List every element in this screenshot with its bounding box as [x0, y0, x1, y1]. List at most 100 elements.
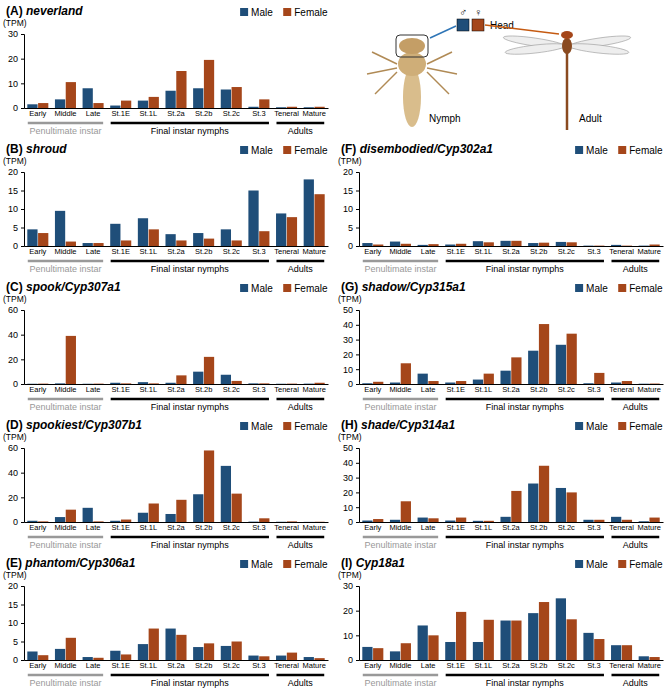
tick-label: St.2b — [530, 661, 548, 670]
tick: St.2c — [223, 660, 240, 670]
tick-label: St.1L — [140, 385, 158, 394]
bar — [528, 613, 538, 660]
tick: Teneral — [609, 384, 634, 394]
bar — [55, 99, 65, 108]
male-symbol: ♂ — [459, 6, 467, 18]
axis-line — [21, 311, 25, 385]
bar — [204, 357, 214, 384]
bar — [362, 243, 372, 246]
tick-label: 10 — [343, 503, 353, 513]
bar — [149, 383, 159, 384]
bar — [287, 107, 297, 108]
bar — [149, 229, 159, 246]
bar — [428, 244, 438, 246]
tick: Late — [86, 660, 101, 670]
tick-label: St.2a — [502, 523, 520, 532]
nymph-label: Nymph — [429, 113, 461, 124]
bar — [193, 494, 203, 522]
tick-label: St.1L — [475, 247, 493, 256]
nymph-thorax — [398, 52, 426, 76]
bar — [259, 383, 269, 384]
legend: MaleFemale — [575, 145, 663, 156]
tick: 5 — [13, 637, 24, 647]
tick-mark — [356, 228, 359, 229]
tick-label: 20 — [343, 167, 353, 177]
group-label: Adults — [288, 126, 314, 136]
bar — [622, 245, 632, 246]
legend-swatch — [575, 560, 583, 568]
tick: St.2a — [502, 384, 520, 394]
bar — [639, 656, 649, 660]
group-label: Final instar nymphs — [486, 678, 565, 688]
bar — [66, 638, 76, 660]
group-label: Penultimate instar — [29, 264, 101, 274]
bar — [93, 243, 103, 246]
x-axis: EarlyMiddleLateSt.1ESt.1LSt.2aSt.2bSt.2c… — [25, 108, 329, 118]
bar — [484, 521, 494, 522]
bar — [528, 243, 538, 246]
bar — [456, 612, 466, 660]
tick-mark — [356, 369, 359, 370]
tick: Early — [29, 384, 46, 394]
tick: 5 — [348, 223, 359, 233]
bar — [248, 383, 258, 384]
bar — [193, 647, 203, 660]
tick-label: Late — [421, 385, 436, 394]
bar — [55, 517, 65, 522]
tick: St.1E — [447, 522, 465, 532]
bar — [110, 651, 120, 660]
figure: (A) neverland(TPM)MaleFemale0102030Early… — [0, 0, 669, 696]
tick: 40 — [343, 320, 359, 330]
tick-label: Teneral — [274, 247, 299, 256]
bar — [539, 243, 549, 246]
bar — [27, 229, 37, 246]
tick: St.2a — [502, 522, 520, 532]
tick-mark — [356, 507, 359, 508]
bar — [27, 521, 37, 522]
tick: 10 — [8, 79, 24, 89]
tick-label: Early — [364, 523, 381, 532]
tick: 0 — [13, 103, 24, 113]
tick-label: St.1L — [140, 661, 158, 670]
panel: (F) disembodied/Cyp302a1(TPM)MaleFemale0… — [338, 142, 664, 274]
male-square — [457, 19, 469, 31]
tick-label: 0 — [13, 103, 18, 113]
tick: St.2c — [223, 108, 240, 118]
tick-label: 20 — [343, 606, 353, 616]
bar — [232, 87, 242, 108]
tick-label: 20 — [343, 488, 353, 498]
tick-mark — [21, 108, 24, 109]
tick-label: Mature — [303, 385, 326, 394]
bar — [232, 381, 242, 384]
bar — [314, 107, 324, 108]
tick: St.2b — [530, 384, 548, 394]
adult-label: Adult — [579, 113, 602, 124]
tick: St.1L — [475, 660, 493, 670]
tick-label: Teneral — [609, 523, 634, 532]
tick: 10 — [343, 631, 359, 641]
bar — [567, 242, 577, 246]
legend-item: Female — [618, 559, 663, 570]
axis-title: (TPM) — [3, 570, 27, 580]
female-symbol: ♀ — [474, 6, 482, 18]
tick: Mature — [303, 660, 326, 670]
tick: St.1E — [447, 246, 465, 256]
legend-item: Female — [283, 283, 328, 294]
nymph-head — [399, 38, 425, 54]
tick-label: Early — [364, 385, 381, 394]
tick-mark — [356, 522, 359, 523]
tick-label: Teneral — [274, 385, 299, 394]
y-axis: 01020304050 — [343, 305, 360, 389]
tick-mark — [21, 623, 24, 624]
tick: St.2a — [167, 522, 185, 532]
bar — [622, 645, 632, 660]
bar — [193, 372, 203, 384]
tick: St.1L — [475, 522, 493, 532]
bar — [121, 654, 131, 660]
tick-label: St.1E — [112, 523, 130, 532]
tick-label: 50 — [343, 443, 353, 453]
group-label: Final instar nymphs — [151, 402, 230, 412]
axis-title: (TPM) — [3, 294, 27, 304]
group-bracket — [276, 674, 324, 677]
bar — [38, 655, 48, 660]
